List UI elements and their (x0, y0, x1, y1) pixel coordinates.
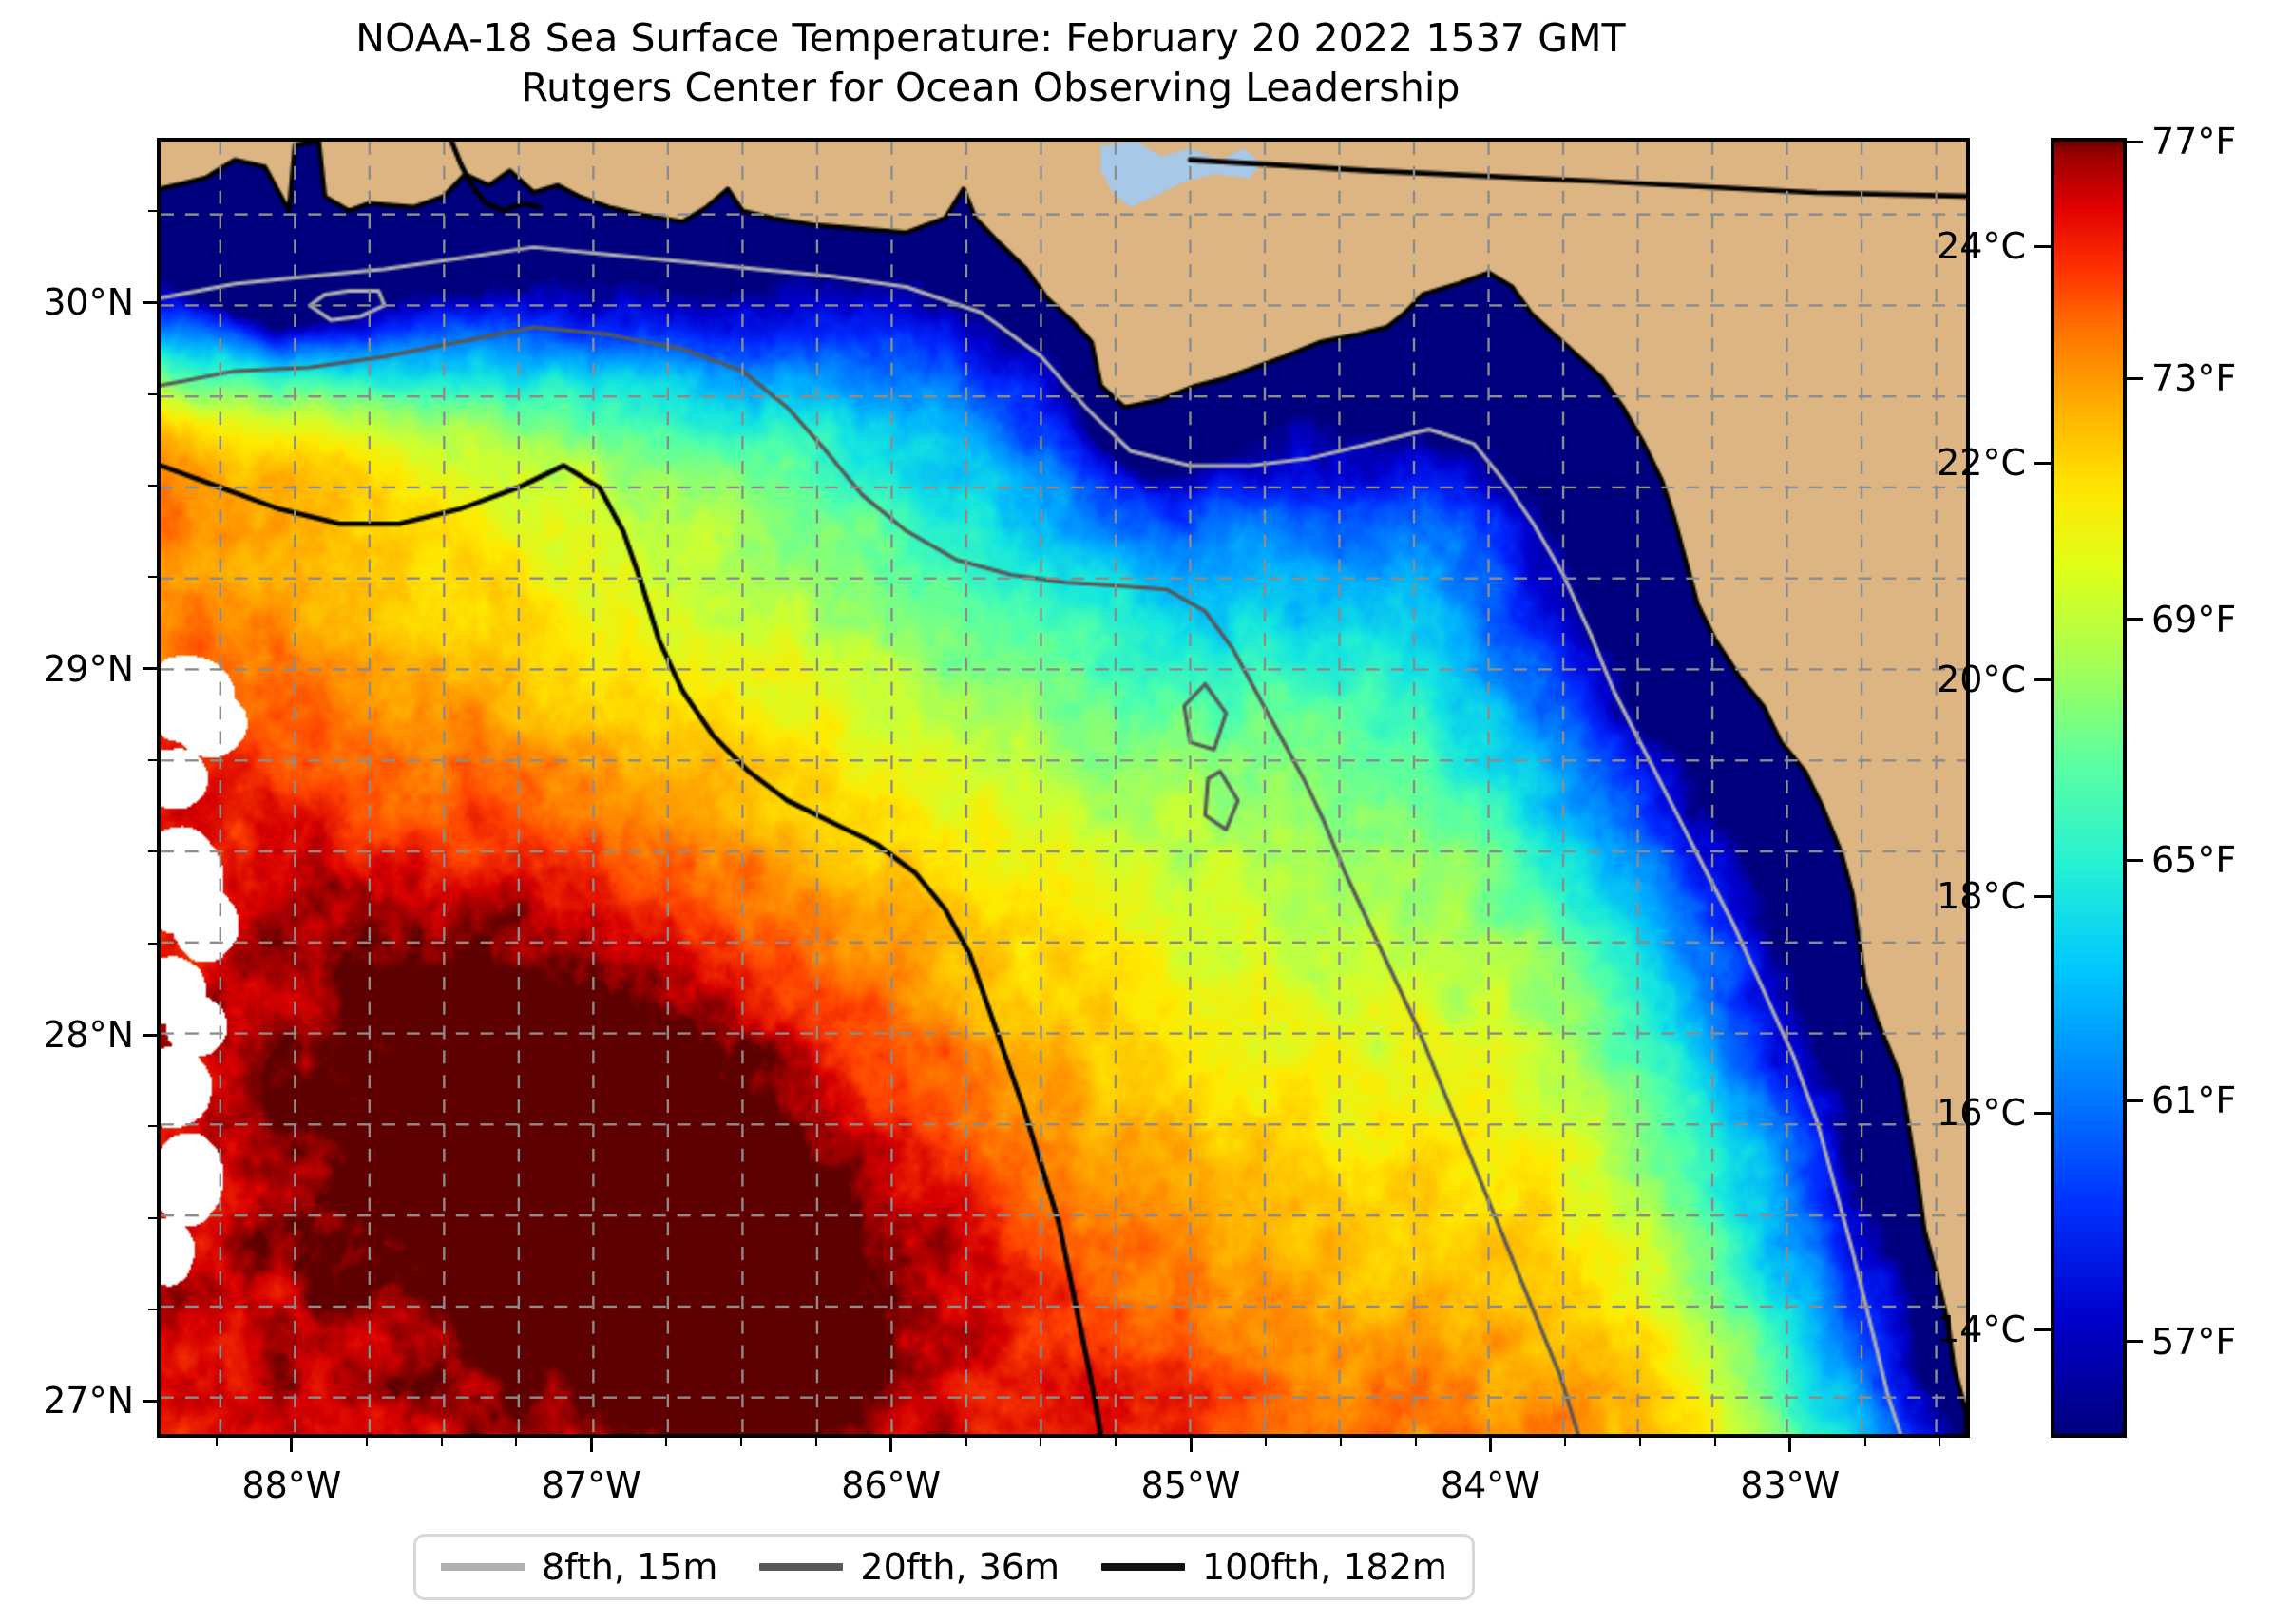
x-axis-major-tick (1488, 1438, 1492, 1452)
colorbar-tick-fahrenheit (2127, 140, 2143, 143)
x-axis-minor-tick (739, 1438, 742, 1446)
x-axis-minor-tick (365, 1438, 368, 1446)
colorbar-label-celsius: 16°C (1937, 1092, 2026, 1134)
colorbar-label-celsius: 18°C (1937, 875, 2026, 917)
y-axis-minor-tick (148, 485, 157, 487)
y-axis-minor-tick (148, 392, 157, 395)
colorbar-label-celsius: 22°C (1937, 442, 2026, 484)
legend-line-swatch (441, 1563, 525, 1571)
y-axis-label: 29°N (43, 647, 134, 690)
legend-line-swatch (1100, 1563, 1185, 1571)
y-axis-label: 30°N (43, 281, 134, 324)
colorbar-tick-fahrenheit (2127, 376, 2143, 380)
y-axis-minor-tick (148, 942, 157, 945)
x-axis-minor-tick (440, 1438, 443, 1446)
colorbar-tick-celsius (2034, 678, 2051, 681)
y-axis-major-tick (143, 667, 157, 671)
y-axis-major-tick (143, 300, 157, 304)
legend-entry-label: 100fth, 182m (1201, 1546, 1447, 1588)
x-axis-minor-tick (1713, 1438, 1716, 1446)
legend-entry: 100fth, 182m (1100, 1546, 1447, 1588)
colorbar-label-fahrenheit: 69°F (2151, 598, 2237, 640)
colorbar-label-celsius: 20°C (1937, 659, 2026, 700)
colorbar-tick-fahrenheit (2127, 858, 2143, 862)
x-axis-major-tick (1788, 1438, 1792, 1452)
colorbar-tick-celsius (2034, 1328, 2051, 1331)
y-axis-minor-tick (148, 1309, 157, 1311)
x-axis-minor-tick (1264, 1438, 1267, 1446)
legend-entry-label: 8fth, 15m (542, 1546, 718, 1588)
chart-title-line-1: NOAA-18 Sea Surface Temperature: Februar… (355, 15, 1626, 61)
y-axis-major-tick (143, 1399, 157, 1403)
x-axis-minor-tick (665, 1438, 668, 1446)
y-axis-minor-tick (148, 576, 157, 579)
y-axis-major-tick (143, 1033, 157, 1037)
x-axis-label: 88°W (241, 1464, 342, 1506)
legend-entry: 20fth, 36m (759, 1548, 1060, 1586)
x-axis-minor-tick (1564, 1438, 1567, 1446)
x-axis-label: 83°W (1740, 1464, 1841, 1506)
x-axis-minor-tick (1040, 1438, 1042, 1446)
sst-map-plot-area (157, 138, 1970, 1438)
x-axis-major-tick (589, 1438, 593, 1452)
x-axis-minor-tick (1339, 1438, 1342, 1446)
chart-title-line-2: Rutgers Center for Ocean Observing Leade… (521, 65, 1461, 110)
y-axis-label: 28°N (43, 1014, 134, 1057)
colorbar-tick-celsius (2034, 894, 2051, 898)
legend-entry: 8fth, 15m (441, 1548, 717, 1586)
x-axis-major-tick (889, 1438, 893, 1452)
colorbar-label-fahrenheit: 61°F (2151, 1079, 2237, 1122)
x-axis-minor-tick (216, 1438, 219, 1446)
temperature-colorbar (2051, 138, 2127, 1438)
colorbar-tick-fahrenheit (2127, 1340, 2143, 1344)
x-axis-label: 86°W (841, 1464, 942, 1506)
colorbar-tick-celsius (2034, 461, 2051, 465)
colorbar-tick-fahrenheit (2127, 1099, 2143, 1102)
x-axis-minor-tick (1639, 1438, 1642, 1446)
y-axis-minor-tick (148, 850, 157, 853)
x-axis-minor-tick (515, 1438, 518, 1446)
x-axis-minor-tick (1939, 1438, 1941, 1446)
colorbar-tick-celsius (2034, 244, 2051, 248)
x-axis-minor-tick (814, 1438, 817, 1446)
x-axis-minor-tick (1863, 1438, 1866, 1446)
legend-line-swatch (759, 1563, 844, 1571)
x-axis-minor-tick (1414, 1438, 1417, 1446)
y-axis-minor-tick (148, 1216, 157, 1219)
colorbar-tick-fahrenheit (2127, 618, 2143, 621)
colorbar-label-fahrenheit: 57°F (2151, 1320, 2237, 1363)
colorbar-label-fahrenheit: 73°F (2151, 357, 2237, 400)
legend-entry-label: 20fth, 36m (860, 1546, 1060, 1588)
x-axis-minor-tick (965, 1438, 967, 1446)
colorbar-label-fahrenheit: 77°F (2151, 121, 2237, 162)
x-axis-label: 85°W (1140, 1464, 1241, 1506)
bathymetry-legend: 8fth, 15m 20fth, 36m 100fth, 182m (413, 1534, 1475, 1600)
y-axis-minor-tick (148, 210, 157, 213)
x-axis-major-tick (290, 1438, 294, 1452)
colorbar-container (2051, 138, 2127, 1438)
sst-raster-canvas (161, 142, 1966, 1434)
y-axis-label: 27°N (43, 1380, 134, 1423)
chart-title-block: NOAA-18 Sea Surface Temperature: Februar… (0, 13, 1981, 112)
y-axis-minor-tick (148, 1125, 157, 1128)
y-axis-minor-tick (148, 759, 157, 762)
colorbar-label-celsius: 24°C (1937, 225, 2026, 267)
x-axis-major-tick (1189, 1438, 1193, 1452)
x-axis-label: 84°W (1440, 1464, 1540, 1506)
x-axis-label: 87°W (541, 1464, 641, 1506)
colorbar-label-celsius: 14°C (1937, 1309, 2026, 1350)
x-axis-minor-tick (1115, 1438, 1117, 1446)
colorbar-tick-celsius (2034, 1111, 2051, 1115)
colorbar-label-fahrenheit: 65°F (2151, 839, 2237, 881)
